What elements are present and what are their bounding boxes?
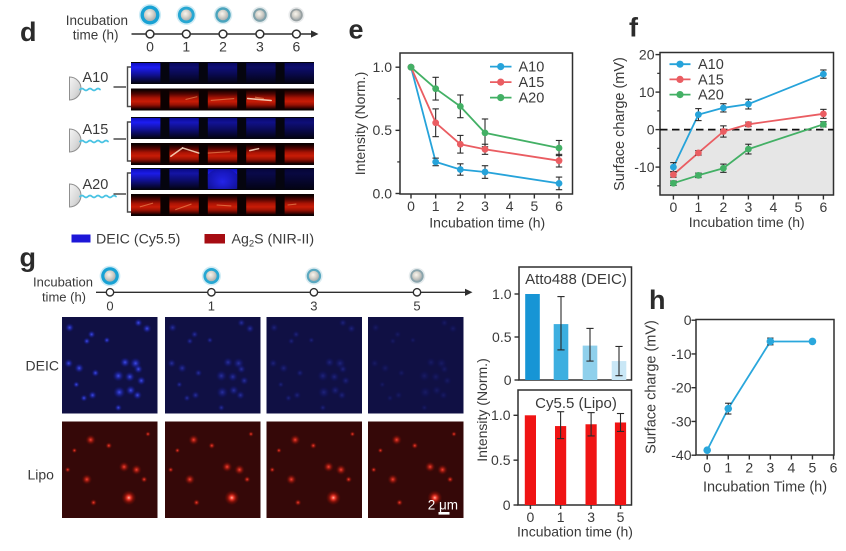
svg-text:0.5: 0.5 (491, 452, 511, 468)
svg-text:-20: -20 (671, 380, 691, 396)
svg-text:1: 1 (695, 199, 703, 215)
svg-text:3: 3 (256, 39, 264, 55)
svg-text:Ag2S (NIR-II): Ag2S (NIR-II) (232, 232, 315, 250)
svg-text:0.5: 0.5 (492, 329, 512, 345)
svg-text:2: 2 (219, 39, 227, 55)
svg-text:A10: A10 (519, 60, 545, 76)
svg-text:Lipo: Lipo (28, 467, 55, 483)
svg-text:h: h (649, 285, 666, 315)
svg-text:6: 6 (820, 199, 828, 215)
svg-text:5: 5 (809, 460, 817, 476)
svg-text:0: 0 (527, 509, 535, 525)
svg-text:1.0: 1.0 (373, 59, 393, 75)
svg-text:time (h): time (h) (73, 28, 119, 43)
svg-text:6: 6 (555, 198, 563, 214)
svg-text:1: 1 (432, 198, 440, 214)
svg-text:A10: A10 (698, 57, 724, 73)
svg-text:d: d (20, 17, 37, 47)
svg-text:5: 5 (795, 199, 803, 215)
svg-text:DEIC (Cy5.5): DEIC (Cy5.5) (96, 232, 180, 248)
svg-text:Incubation time (h): Incubation time (h) (689, 214, 805, 230)
svg-text:3: 3 (745, 199, 753, 215)
svg-text:0.0: 0.0 (373, 185, 393, 201)
svg-text:1: 1 (724, 460, 732, 476)
svg-text:DEIC: DEIC (26, 358, 59, 374)
svg-text:5: 5 (617, 509, 625, 525)
svg-text:Incubation time (h): Incubation time (h) (429, 215, 545, 231)
svg-text:0: 0 (146, 39, 154, 55)
svg-text:0: 0 (684, 312, 692, 328)
svg-text:6: 6 (830, 460, 838, 476)
svg-text:A15: A15 (519, 75, 545, 91)
svg-text:4: 4 (770, 199, 778, 215)
svg-text:Surface charge (mV): Surface charge (mV) (612, 57, 628, 191)
svg-text:2 μm: 2 μm (428, 498, 458, 513)
svg-text:1.0: 1.0 (492, 286, 512, 302)
svg-text:Incubation: Incubation (66, 13, 128, 28)
svg-text:0: 0 (703, 460, 711, 476)
svg-text:1.0: 1.0 (491, 407, 511, 423)
svg-text:A20: A20 (83, 177, 109, 193)
svg-text:A20: A20 (698, 88, 724, 104)
svg-text:4: 4 (506, 198, 514, 214)
svg-text:A10: A10 (83, 70, 109, 86)
svg-text:6: 6 (293, 39, 301, 55)
svg-text:Incubation: Incubation (33, 275, 93, 290)
svg-text:1: 1 (182, 39, 190, 55)
svg-text:2: 2 (720, 199, 728, 215)
svg-text:3: 3 (766, 460, 774, 476)
svg-text:e: e (349, 15, 364, 45)
svg-text:0.5: 0.5 (373, 122, 393, 138)
svg-text:time (h): time (h) (42, 290, 86, 305)
svg-text:Intensity (Norm.): Intensity (Norm.) (352, 72, 368, 175)
svg-text:A15: A15 (698, 72, 724, 88)
svg-text:2: 2 (745, 460, 753, 476)
svg-text:0: 0 (407, 198, 415, 214)
svg-text:0: 0 (503, 497, 511, 513)
svg-text:1: 1 (208, 299, 215, 314)
svg-text:1: 1 (557, 509, 565, 525)
svg-text:0: 0 (106, 299, 113, 314)
svg-text:0: 0 (670, 199, 678, 215)
svg-text:-10: -10 (634, 159, 654, 175)
svg-text:Cy5.5 (Lipo): Cy5.5 (Lipo) (535, 395, 617, 412)
svg-text:0: 0 (647, 121, 655, 137)
svg-text:g: g (20, 243, 37, 273)
svg-text:-30: -30 (671, 413, 691, 429)
svg-text:A20: A20 (519, 91, 545, 107)
svg-text:A15: A15 (83, 122, 109, 138)
svg-text:-40: -40 (671, 447, 691, 463)
svg-text:3: 3 (587, 509, 595, 525)
svg-text:3: 3 (481, 198, 489, 214)
svg-text:-10: -10 (671, 346, 691, 362)
svg-text:Surface charge (mV): Surface charge (mV) (644, 320, 660, 454)
svg-text:5: 5 (413, 299, 420, 314)
svg-text:3: 3 (310, 299, 317, 314)
svg-text:2: 2 (456, 198, 464, 214)
svg-text:f: f (629, 13, 639, 43)
svg-text:Incubation time (h): Incubation time (h) (517, 524, 633, 540)
svg-text:5: 5 (530, 198, 538, 214)
svg-text:10: 10 (639, 84, 655, 100)
svg-text:Intensity (Norm.): Intensity (Norm.) (474, 358, 490, 461)
svg-text:Atto488 (DEIC): Atto488 (DEIC) (525, 271, 627, 288)
svg-text:20: 20 (639, 46, 655, 62)
svg-text:4: 4 (788, 460, 796, 476)
svg-text:Incubation Time (h): Incubation Time (h) (703, 480, 827, 496)
svg-text:0: 0 (504, 372, 512, 388)
